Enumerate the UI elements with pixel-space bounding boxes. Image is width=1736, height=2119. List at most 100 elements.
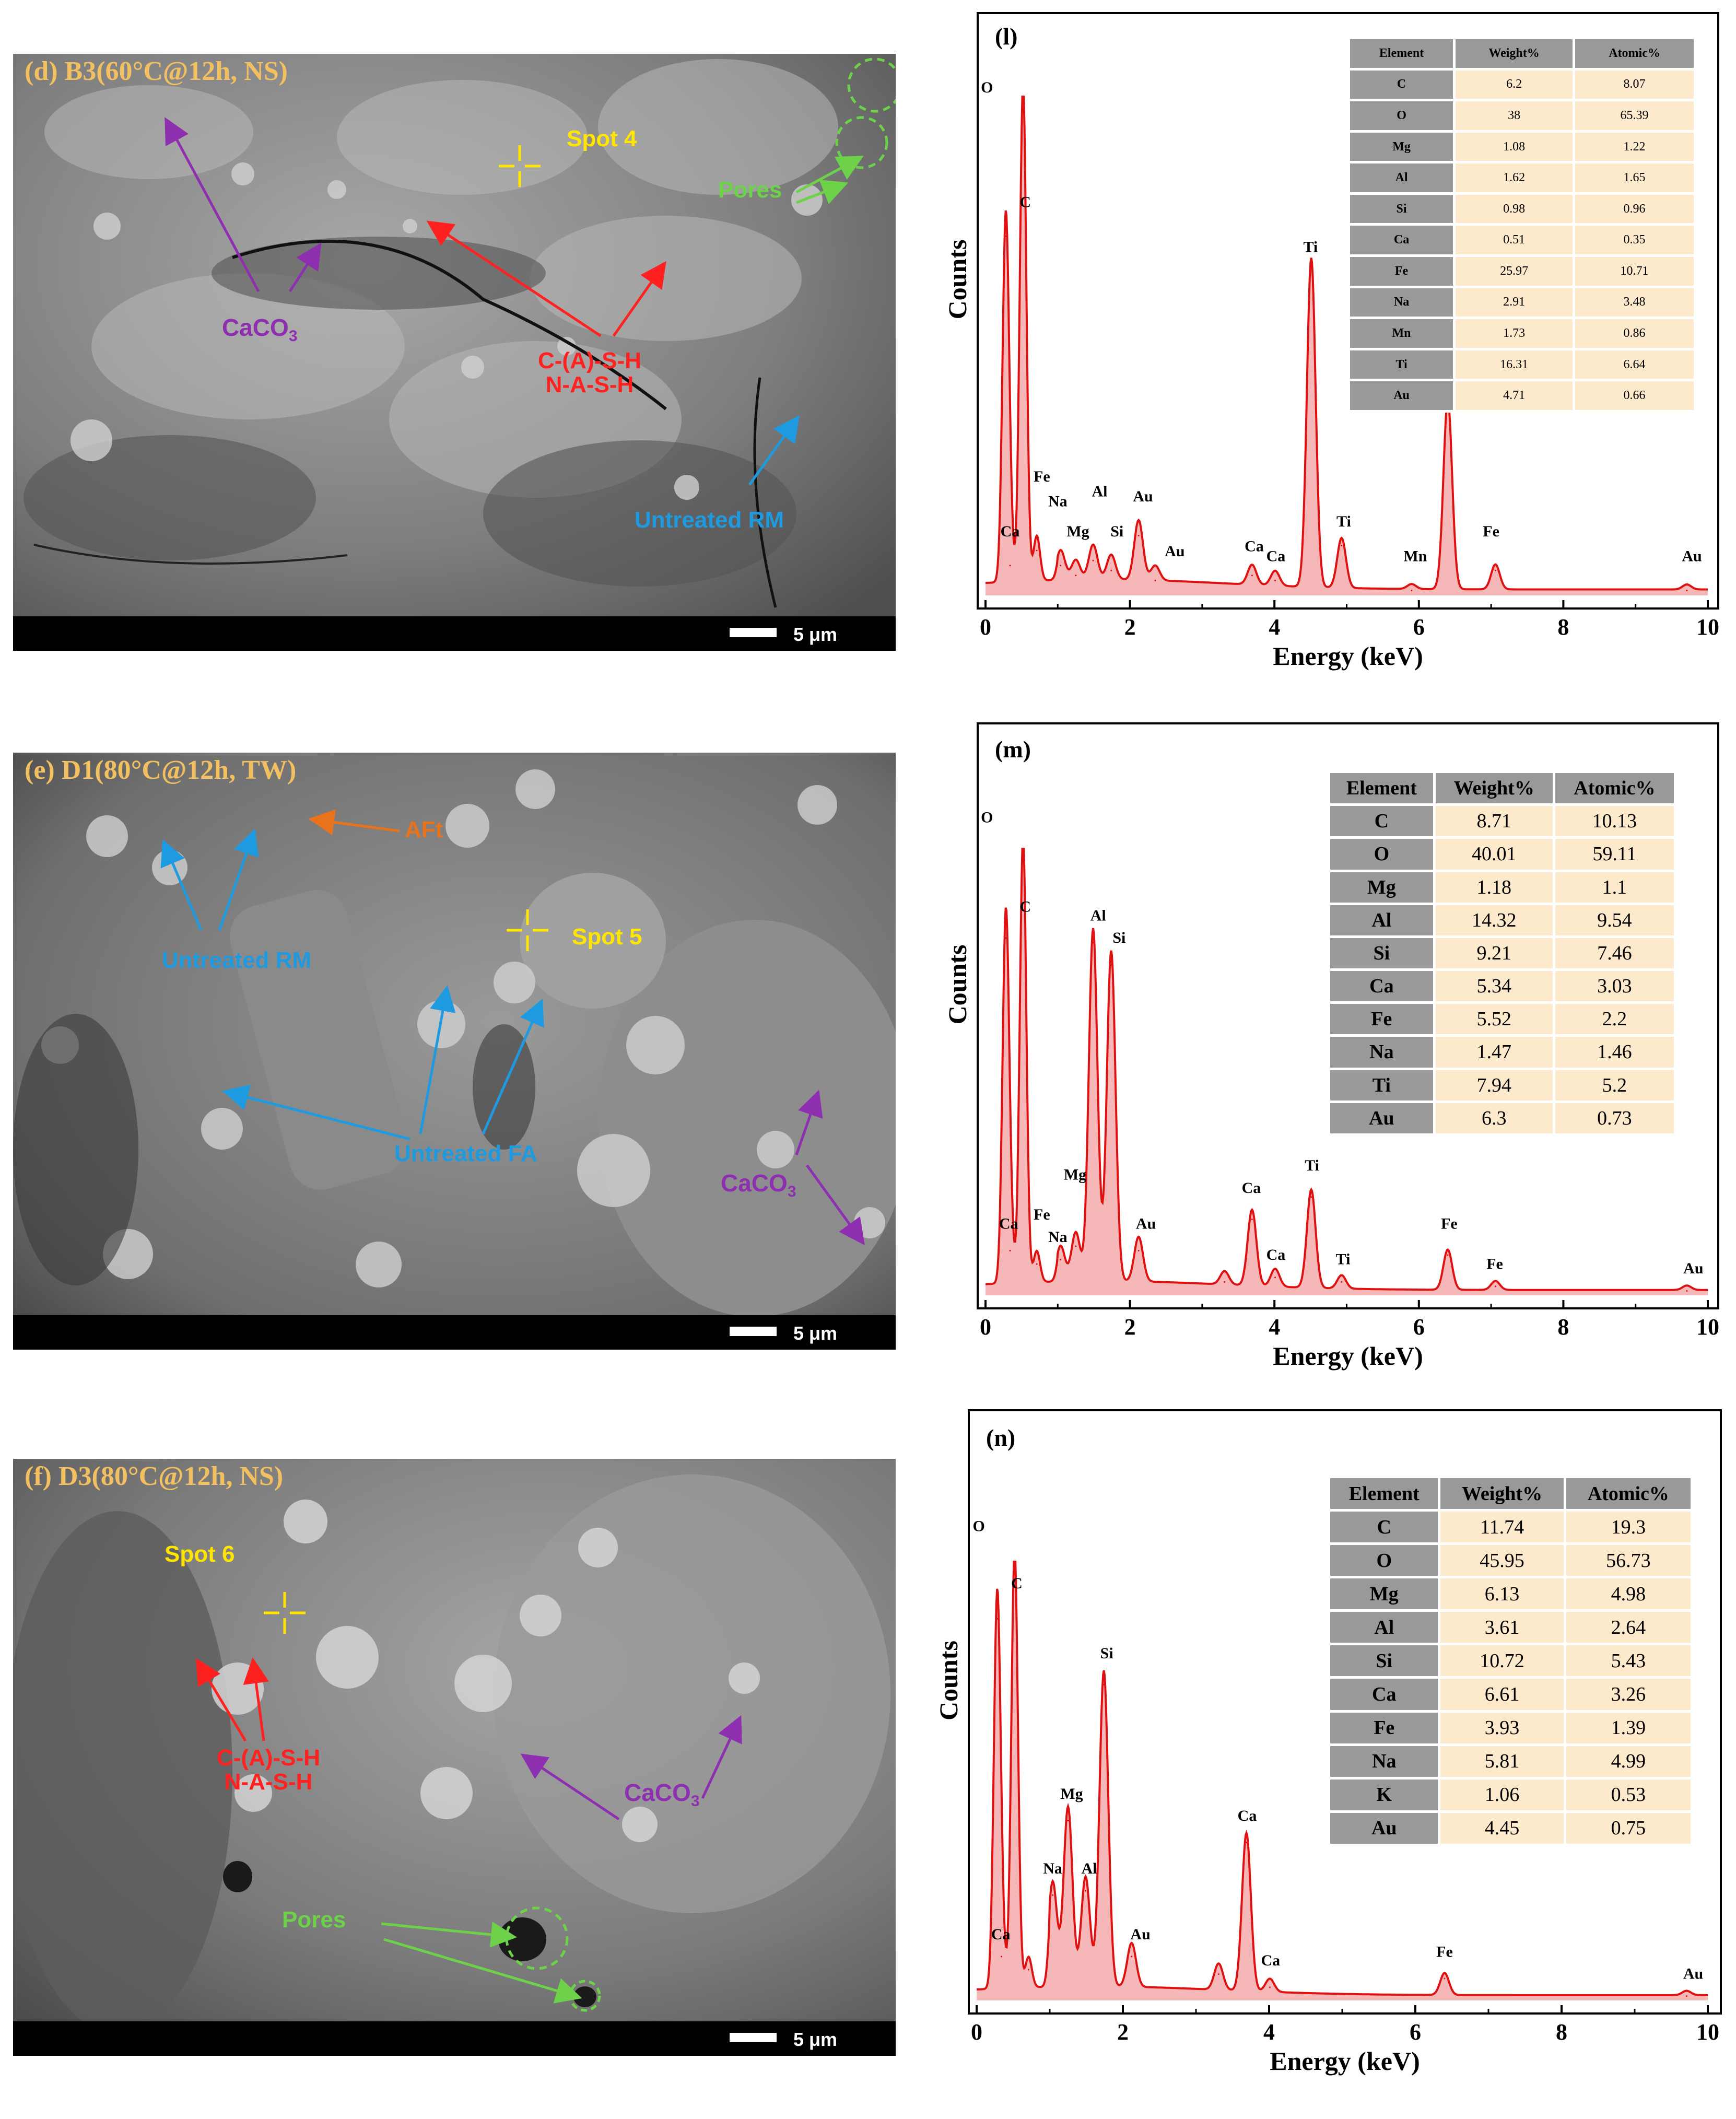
peak-point-ca	[1251, 575, 1253, 577]
peak-point-c	[996, 1618, 998, 1620]
peak-label: O	[981, 79, 993, 96]
table-row: Si 0.98 0.96	[1347, 192, 1696, 226]
table-row: Mg 6.13 4.98	[1328, 1576, 1693, 1612]
peak-label: Fe	[1441, 1215, 1458, 1232]
x-tick-label: 2	[1117, 2019, 1129, 2045]
table-row: O 38 65.39	[1347, 99, 1696, 133]
x-axis-label: Energy (keV)	[1270, 2046, 1420, 2076]
element-cell: Na	[1328, 1743, 1441, 1780]
element-cell: Al	[1328, 902, 1436, 938]
weight-cell: 6.13	[1438, 1576, 1566, 1612]
weight-cell: 1.73	[1453, 317, 1576, 350]
peak-label: O	[973, 1518, 985, 1535]
element-cell: Au	[1328, 1810, 1441, 1846]
peak-point-mg	[1075, 1245, 1077, 1247]
peak-point-ti	[1341, 1281, 1343, 1283]
peak-label: Si	[1112, 929, 1125, 946]
peak-label: C	[1011, 1575, 1023, 1592]
sem-panel-label: (f) D3(80°C@12h, NS)	[25, 1461, 284, 1491]
peak-label: Na	[1043, 1860, 1062, 1877]
x-axis-label: Energy (keV)	[1273, 641, 1423, 671]
weight-cell: 5.52	[1433, 1001, 1555, 1037]
caco3-label: CaCO3	[222, 315, 298, 345]
plot-frame	[977, 12, 1719, 610]
element-cell: Si	[1328, 935, 1436, 971]
x-tick-label: 0	[980, 614, 991, 640]
panel-label: (m)	[995, 736, 1031, 763]
peak-point-au	[1137, 1250, 1140, 1251]
peak-label: Ca	[1261, 1952, 1280, 1969]
peak-label: C	[1019, 898, 1031, 915]
atomic-cell: 0.75	[1563, 1810, 1693, 1846]
atomic-cell: 3.26	[1563, 1676, 1693, 1713]
table-row: Na 1.47 1.46	[1328, 1034, 1676, 1070]
caco3-sub: 3	[690, 1793, 700, 1810]
x-tick-label: 4	[1263, 2019, 1275, 2045]
plot-frame	[968, 1409, 1722, 2015]
panel-label: (n)	[986, 1424, 1015, 1451]
peak-label: Mg	[1060, 1785, 1083, 1802]
scale-bar: 5 μm	[13, 2021, 896, 2056]
x-tick-label: 8	[1557, 1314, 1569, 1340]
pores-label: Pores	[282, 1907, 346, 1933]
atomic-cell: 3.48	[1573, 285, 1696, 320]
element-cell: K	[1328, 1776, 1441, 1813]
table-row: Mg 1.08 1.22	[1347, 130, 1696, 164]
table-row: O 45.95 56.73	[1328, 1542, 1693, 1579]
peak-label: Ca	[991, 1926, 1011, 1943]
atomic-cell: 19.3	[1563, 1509, 1693, 1546]
peak-point-si	[1110, 964, 1112, 966]
atomic-cell: 10.71	[1573, 254, 1696, 288]
peak-label: Au	[1683, 1965, 1703, 1982]
x-tick-label: 4	[1269, 1314, 1280, 1340]
weight-cell: 9.21	[1433, 935, 1555, 971]
table-header-cell: Weight%	[1433, 770, 1555, 806]
weight-cell: 45.95	[1438, 1542, 1566, 1579]
peak-label: Si	[1100, 1645, 1113, 1662]
weight-cell: 11.74	[1438, 1509, 1566, 1546]
element-cell: O	[1328, 1542, 1441, 1579]
x-tick-label: 4	[1269, 614, 1280, 640]
x-tick-label: 10	[1696, 2019, 1719, 2045]
weight-cell: 10.72	[1438, 1643, 1566, 1679]
sem-texture-f	[13, 1459, 896, 2056]
table-row: Al 1.62 1.65	[1347, 161, 1696, 195]
peak-point-ca	[1224, 1281, 1226, 1283]
table-header-cell: Weight%	[1438, 1476, 1566, 1512]
weight-cell: 0.98	[1453, 192, 1576, 226]
scale-bar-line	[730, 1327, 777, 1336]
peak-point-au	[1686, 589, 1688, 591]
x-axis-label: Energy (keV)	[1273, 1341, 1423, 1371]
scale-bar: 5 μm	[13, 1315, 896, 1350]
caco3-label: CaCO3	[721, 1170, 796, 1200]
atomic-cell: 56.73	[1563, 1542, 1693, 1579]
composition-table: Element Weight% Atomic% C 6.2 8.07 O 38 65.39 Mg 1…	[1347, 37, 1696, 413]
table-row: C 8.71 10.13	[1328, 803, 1676, 839]
caco3-main: CaCO	[721, 1169, 788, 1197]
element-cell: Mn	[1347, 317, 1456, 350]
element-cell: Na	[1328, 1034, 1436, 1070]
table-row: Fe 5.52 2.2	[1328, 1001, 1676, 1037]
weight-cell: 38	[1453, 99, 1576, 133]
table-row: O 40.01 59.11	[1328, 836, 1676, 872]
panel-label: (l)	[995, 23, 1017, 50]
composition-table-wrap: Element Weight% Atomic%C 8.71 10.13O 40.01 59.…	[1328, 770, 1676, 1136]
table-header-row: Element Weight% Atomic%	[1328, 1476, 1693, 1512]
spot-label: Spot 4	[567, 126, 637, 151]
peak-point-ca	[1217, 1973, 1219, 1975]
table-header-cell: Atomic%	[1563, 1476, 1693, 1512]
gel-line-1: C-(A)-S-H	[217, 1745, 320, 1771]
peak-point-mn	[1411, 589, 1413, 591]
atomic-cell: 2.2	[1552, 1001, 1676, 1037]
x-tick-label: 2	[1124, 614, 1136, 640]
peak-point-fe	[1027, 1969, 1029, 1971]
element-cell: Au	[1328, 1100, 1436, 1136]
table-row: Ca 5.34 3.03	[1328, 968, 1676, 1004]
weight-cell: 16.31	[1453, 347, 1576, 382]
peak-label: Fe	[1034, 468, 1050, 485]
peak-point-fe	[1036, 549, 1038, 552]
x-tick-label: 6	[1410, 2019, 1421, 2045]
peak-point-al	[1092, 559, 1094, 561]
untreated-fa-label: Untreated FA	[394, 1141, 537, 1166]
atomic-cell: 5.43	[1563, 1643, 1693, 1679]
